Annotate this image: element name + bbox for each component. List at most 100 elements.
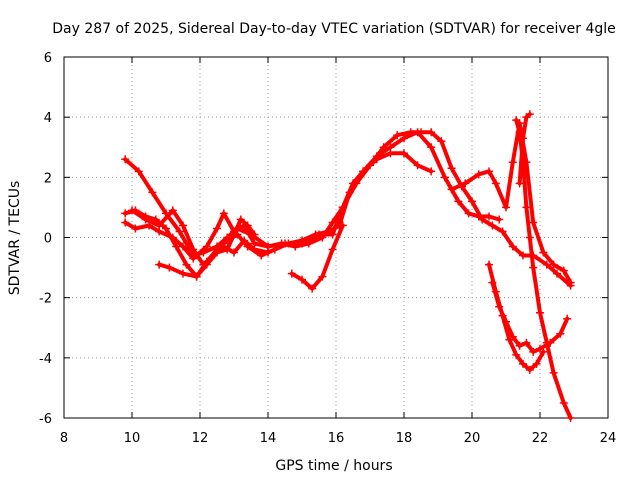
data-point	[512, 350, 521, 359]
data-point	[478, 215, 487, 224]
data-point	[134, 167, 143, 176]
y-tick-label: 4	[44, 111, 52, 126]
series-line	[490, 280, 570, 354]
x-tick-label: 10	[124, 431, 141, 446]
series-arc-3	[121, 128, 575, 290]
series-line	[517, 112, 532, 186]
series-line	[449, 121, 573, 285]
series-line	[289, 223, 345, 291]
data-point	[179, 221, 187, 230]
data-point	[485, 260, 493, 269]
data-point	[559, 398, 568, 407]
data-point	[277, 239, 286, 248]
data-point	[563, 314, 572, 323]
data-point	[553, 269, 561, 278]
data-point	[427, 167, 436, 176]
data-point	[219, 209, 228, 218]
data-point	[182, 260, 191, 269]
data-point	[189, 245, 198, 254]
data-point	[417, 128, 425, 137]
data-point	[236, 215, 245, 224]
data-point	[529, 347, 538, 356]
data-point	[168, 206, 177, 215]
series-arc-7	[447, 119, 575, 287]
y-tick-label: -2	[39, 292, 52, 307]
data-point	[338, 203, 347, 212]
data-point	[308, 284, 317, 293]
x-tick-label: 22	[532, 431, 549, 446]
x-tick-label: 12	[192, 431, 209, 446]
x-tick-label: 16	[328, 431, 345, 446]
series-arc-6	[287, 221, 347, 293]
data-point	[519, 359, 527, 368]
series-arc-10	[488, 278, 572, 356]
data-point	[287, 269, 296, 278]
data-point	[189, 254, 198, 263]
data-point	[250, 245, 259, 254]
data-point	[165, 263, 174, 272]
data-point	[566, 414, 575, 422]
data-point	[539, 248, 548, 257]
data-point	[264, 248, 272, 257]
data-point	[522, 338, 531, 347]
data-point	[529, 218, 538, 227]
data-point	[519, 134, 527, 143]
data-point	[508, 158, 517, 167]
data-point	[413, 161, 422, 170]
data-point	[250, 230, 259, 239]
series-arc-2	[121, 128, 504, 281]
data-point	[542, 260, 551, 269]
data-point	[549, 260, 558, 269]
data-point	[522, 203, 531, 212]
data-point	[318, 272, 327, 281]
data-point	[440, 173, 449, 182]
data-series	[121, 110, 575, 422]
data-point	[464, 209, 473, 218]
data-point	[519, 251, 527, 260]
data-point	[172, 242, 181, 251]
data-point	[559, 266, 568, 275]
data-point	[175, 227, 184, 236]
x-tick-label: 18	[396, 431, 413, 446]
data-point	[556, 329, 565, 338]
data-point	[447, 164, 456, 173]
data-point	[192, 272, 201, 281]
data-point	[485, 212, 493, 221]
data-point	[512, 116, 521, 125]
data-point	[532, 359, 541, 368]
series-arc-11	[515, 110, 534, 188]
data-point	[502, 203, 510, 212]
data-point	[352, 179, 361, 188]
data-point	[495, 302, 504, 311]
data-point	[488, 278, 497, 287]
data-point	[223, 245, 232, 254]
data-point	[488, 221, 497, 230]
y-tick-label: 6	[44, 51, 52, 66]
x-tick-label: 20	[464, 431, 481, 446]
data-point	[515, 179, 524, 188]
data-point	[468, 197, 476, 206]
data-point	[529, 263, 538, 272]
x-tick-label: 8	[60, 431, 68, 446]
data-point	[202, 242, 211, 251]
data-point	[525, 110, 534, 119]
data-point	[566, 278, 575, 287]
data-point	[406, 128, 415, 137]
series-arc-5	[155, 215, 259, 281]
data-point	[168, 233, 177, 242]
data-point	[121, 155, 130, 164]
data-point	[230, 248, 238, 257]
data-point	[121, 209, 130, 218]
data-point	[179, 269, 187, 278]
data-point	[525, 233, 534, 242]
data-point	[461, 179, 470, 188]
data-point	[240, 236, 249, 245]
data-point	[498, 227, 507, 236]
data-point	[549, 368, 558, 377]
data-point	[202, 260, 211, 269]
data-point	[230, 230, 238, 239]
data-point	[179, 242, 187, 251]
data-point	[437, 137, 446, 146]
